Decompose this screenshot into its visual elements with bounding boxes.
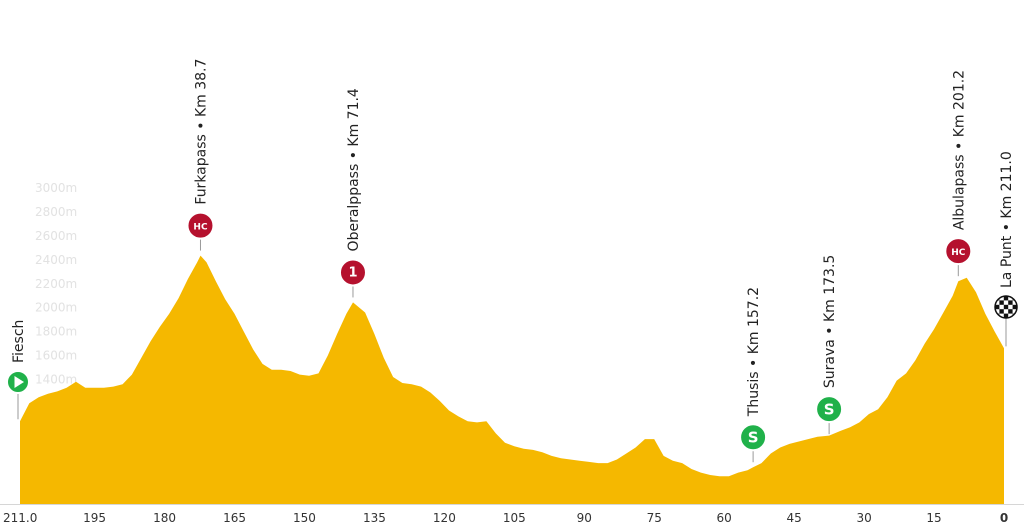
start-marker: Fiesch [6,320,30,420]
marker-badge [186,211,215,240]
profile-marker: HC Albulapass • Km 201.2 [944,70,973,277]
y-tick-label: 1800m [35,325,77,339]
checker-square [999,300,1004,305]
marker-label: Albulapass • Km 201.2 [951,70,967,230]
marker-badge [815,395,844,424]
checker-square [1008,300,1013,305]
profile-marker: S Thusis • Km 157.2 [739,287,768,463]
x-tick-label: 15 [926,511,941,525]
y-tick-label: 3000m [35,181,77,195]
x-tick-label: 0 [1000,511,1008,525]
y-tick-label: 2400m [35,253,77,267]
finish-badge-ring [994,295,1018,319]
marker-badge-text: S [748,429,759,447]
marker-label: Oberalppass • Km 71.4 [346,88,362,251]
checker-square [999,309,1004,314]
marker-label: Thusis • Km 157.2 [746,287,762,417]
marker-badge [944,237,973,266]
x-tick-label: 135 [363,511,386,525]
x-tick-label: 75 [647,511,662,525]
profile-marker: 1 Oberalppass • Km 71.4 [338,88,367,298]
marker-label: Surava • Km 173.5 [822,255,838,388]
x-tick-label: 180 [153,511,176,525]
x-tick-label: 165 [223,511,246,525]
profile-marker: HC Furkapass • Km 38.7 [186,59,215,251]
checker-square [1012,304,1017,310]
x-tick-label: 120 [433,511,456,525]
y-tick-label: 1400m [35,372,77,386]
checker-square [1003,313,1009,318]
x-tick-label: 150 [293,511,316,525]
x-tick-label: 60 [717,511,732,525]
x-tick-label: 195 [83,511,106,525]
x-tick-label: 90 [577,511,592,525]
finish-label: La Punt • Km 211.0 [999,151,1015,288]
marker-badge [739,423,768,452]
elevation-area [20,255,1004,504]
y-tick-label: 2200m [35,277,77,291]
x-tick-label: 105 [503,511,526,525]
marker-badge-text: 1 [348,265,357,280]
checker-square [1008,309,1013,314]
x-tick-label: 45 [787,511,802,525]
checker-square [1003,296,1009,301]
marker-label: Furkapass • Km 38.7 [193,59,209,205]
play-icon [14,376,24,388]
marker-badge-text: HC [193,223,208,233]
profile-marker: S Surava • Km 173.5 [815,255,844,435]
checker-square [995,304,1000,310]
y-tick-label: 2000m [35,301,77,315]
x-tick-label: 30 [856,511,871,525]
marker-badge-text: S [824,401,835,419]
x-tick-label: 211.0 [3,511,37,525]
marker-badge [338,258,367,287]
checker-square [1003,304,1009,310]
finish-marker: La Punt • Km 211.0 [994,151,1018,347]
y-tick-label: 2600m [35,229,77,243]
y-tick-label: 1600m [35,349,77,363]
start-label: Fiesch [11,320,27,363]
marker-badge-text: HC [951,248,966,258]
y-tick-label: 2800m [35,205,77,219]
